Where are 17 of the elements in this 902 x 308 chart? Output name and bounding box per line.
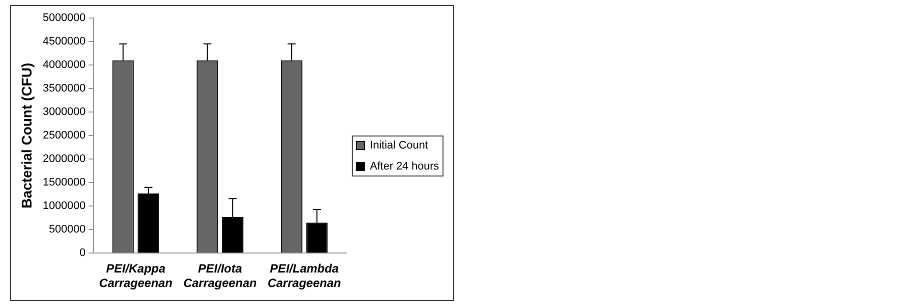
y-tick-label: 1000000 — [42, 200, 86, 212]
y-tick-label: 2500000 — [42, 130, 86, 142]
x-tick-label: PEI/Iota Carrageenan — [183, 262, 257, 290]
x-tick-label: PEI/Kappa Carrageenan — [99, 262, 172, 290]
y-tick-label: 5000000 — [42, 12, 86, 24]
y-tick-label: 1500000 — [42, 176, 86, 189]
legend-label: After 24 hours — [370, 160, 440, 173]
y-tick-label: 3500000 — [42, 82, 86, 95]
y-tick-label: 4500000 — [42, 36, 86, 48]
y-tick-label: 4000000 — [42, 59, 86, 72]
y-tick-label: 2000000 — [42, 153, 86, 166]
legend-label: Initial Count — [370, 140, 428, 152]
y-axis-title: Bacterial Count (CFU) — [18, 62, 34, 208]
y-tick-label: 500000 — [48, 224, 86, 236]
y-tick-label: 0 — [80, 247, 86, 260]
y-tick-label: 3000000 — [42, 106, 86, 118]
x-tick-label: PEI/Lambda Carrageenan — [268, 262, 341, 290]
